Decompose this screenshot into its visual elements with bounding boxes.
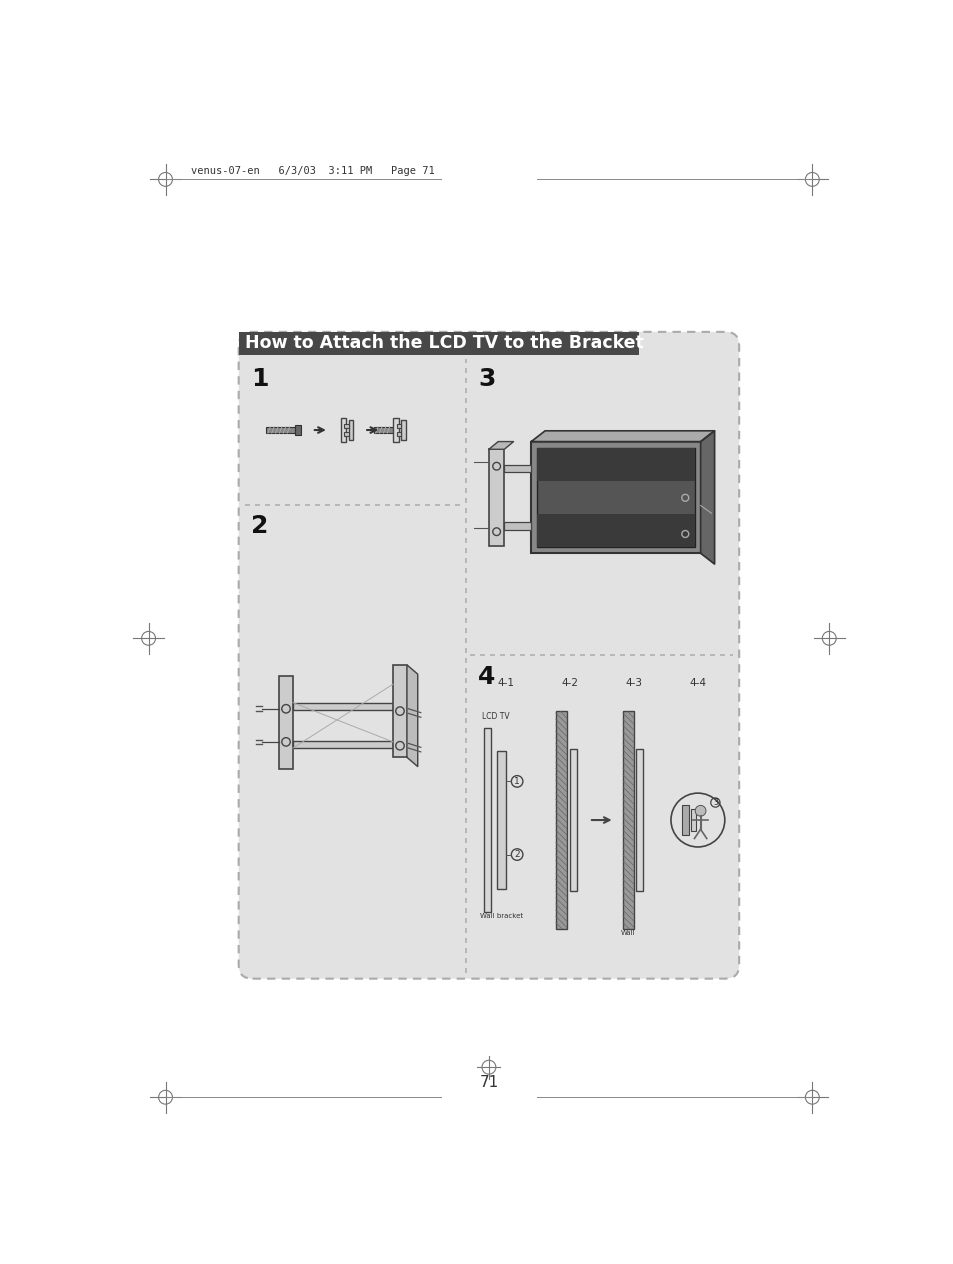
- Bar: [537, 514, 694, 547]
- Bar: [483, 728, 491, 913]
- Bar: [556, 712, 566, 929]
- Bar: [504, 522, 531, 530]
- FancyBboxPatch shape: [238, 332, 739, 978]
- Text: 3: 3: [477, 367, 495, 391]
- Bar: [349, 420, 353, 440]
- Bar: [622, 712, 633, 929]
- Text: 3: 3: [712, 798, 717, 806]
- Text: Wall bracket: Wall bracket: [479, 913, 523, 919]
- Text: How to Attach the LCD TV to the Bracket: How to Attach the LCD TV to the Bracket: [245, 335, 643, 353]
- Bar: [400, 420, 405, 440]
- Bar: [293, 741, 393, 748]
- Text: 1: 1: [514, 777, 519, 786]
- Bar: [294, 426, 301, 435]
- Circle shape: [695, 805, 705, 817]
- Polygon shape: [407, 665, 417, 766]
- Bar: [636, 750, 642, 891]
- Text: venus-07-en   6/3/03  3:11 PM   Page 71: venus-07-en 6/3/03 3:11 PM Page 71: [191, 166, 435, 176]
- Bar: [497, 751, 506, 889]
- Bar: [681, 805, 688, 834]
- Bar: [344, 431, 349, 436]
- Text: 2: 2: [514, 851, 519, 860]
- Bar: [393, 665, 407, 757]
- Text: 71: 71: [478, 1076, 498, 1090]
- Bar: [396, 431, 400, 436]
- Bar: [570, 750, 577, 891]
- Text: 4-3: 4-3: [624, 678, 641, 688]
- Bar: [504, 465, 531, 473]
- Text: LCD TV: LCD TV: [482, 712, 510, 720]
- Text: 4-4: 4-4: [689, 678, 705, 688]
- Bar: [293, 703, 393, 709]
- Bar: [489, 449, 504, 546]
- Bar: [238, 332, 639, 355]
- Bar: [279, 676, 293, 769]
- Text: Wall: Wall: [620, 930, 635, 935]
- Text: 4-2: 4-2: [560, 678, 578, 688]
- Bar: [396, 423, 400, 428]
- Bar: [537, 447, 694, 547]
- Polygon shape: [531, 431, 714, 441]
- Bar: [374, 427, 395, 434]
- Text: 4: 4: [477, 665, 495, 689]
- Text: 4-1: 4-1: [497, 678, 514, 688]
- Bar: [537, 447, 694, 480]
- Bar: [393, 417, 398, 442]
- Text: 1: 1: [251, 367, 268, 391]
- Bar: [531, 441, 700, 554]
- Polygon shape: [700, 431, 714, 564]
- Bar: [341, 417, 346, 442]
- Text: 2: 2: [251, 514, 268, 538]
- Bar: [344, 423, 349, 428]
- Bar: [265, 427, 294, 434]
- Bar: [690, 809, 696, 830]
- Polygon shape: [489, 441, 513, 449]
